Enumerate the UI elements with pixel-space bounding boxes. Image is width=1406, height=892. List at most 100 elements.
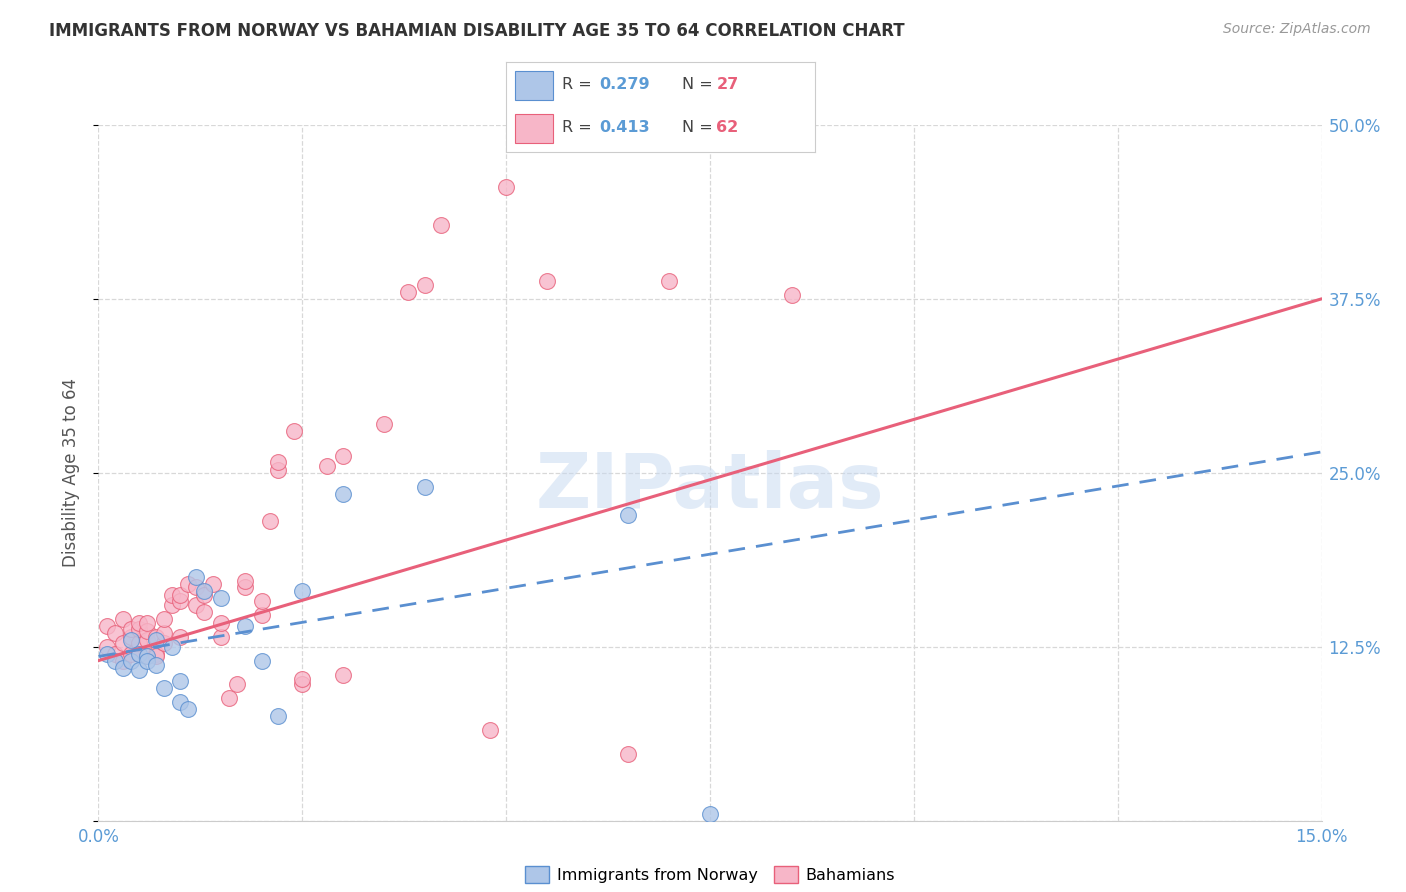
Point (478, 723, 501, 738)
Point (780, 287, 803, 301)
Point (233, 619, 256, 633)
Point (617, 508, 640, 522)
Text: 62: 62 (717, 120, 738, 135)
Point (136, 615, 159, 630)
Point (169, 588, 191, 602)
Text: 27: 27 (717, 78, 738, 92)
Point (145, 632, 167, 647)
Point (193, 605, 215, 619)
Text: R =: R = (562, 120, 596, 135)
Point (120, 630, 142, 644)
Point (120, 654, 142, 668)
Point (104, 625, 127, 640)
Point (177, 702, 200, 716)
Point (226, 677, 249, 691)
Point (128, 647, 150, 661)
Point (96, 640, 118, 654)
Point (136, 649, 159, 664)
Point (104, 647, 127, 661)
Point (291, 677, 314, 691)
Point (209, 591, 232, 605)
Point (267, 463, 290, 477)
Point (186, 580, 208, 594)
Point (169, 674, 191, 689)
Text: Source: ZipAtlas.com: Source: ZipAtlas.com (1223, 22, 1371, 37)
Point (169, 695, 191, 709)
FancyBboxPatch shape (516, 114, 553, 143)
Point (111, 660, 134, 674)
Point (152, 635, 174, 649)
Point (430, 218, 453, 232)
FancyBboxPatch shape (516, 71, 553, 100)
Point (617, 747, 640, 761)
Point (111, 654, 134, 668)
Point (177, 577, 200, 591)
Point (136, 654, 159, 668)
Point (495, 180, 517, 194)
Point (96, 647, 118, 661)
Point (128, 615, 150, 630)
Text: ZIPatlas: ZIPatlas (536, 450, 884, 524)
Point (283, 424, 305, 438)
Point (209, 630, 232, 644)
Point (373, 417, 395, 431)
Point (201, 577, 224, 591)
Point (186, 570, 208, 584)
Point (193, 584, 215, 599)
Point (332, 449, 354, 463)
Point (250, 607, 273, 622)
Point (145, 649, 167, 664)
Point (250, 654, 273, 668)
Point (136, 649, 159, 664)
Point (291, 672, 314, 686)
Point (120, 632, 142, 647)
Point (160, 640, 183, 654)
Point (186, 598, 208, 612)
Point (699, 806, 721, 821)
Y-axis label: Disability Age 35 to 64: Disability Age 35 to 64 (62, 378, 80, 567)
Text: N =: N = (682, 78, 718, 92)
Point (536, 274, 558, 288)
Point (396, 285, 419, 299)
Point (332, 486, 354, 500)
Point (209, 615, 232, 630)
Point (291, 584, 314, 599)
Point (128, 622, 150, 636)
Point (145, 647, 167, 661)
Point (128, 664, 150, 678)
Text: IMMIGRANTS FROM NORWAY VS BAHAMIAN DISABILITY AGE 35 TO 64 CORRELATION CHART: IMMIGRANTS FROM NORWAY VS BAHAMIAN DISAB… (49, 22, 905, 40)
Legend: Immigrants from Norway, Bahamians: Immigrants from Norway, Bahamians (519, 860, 901, 889)
Point (267, 455, 290, 469)
Text: R =: R = (562, 78, 596, 92)
Point (658, 274, 681, 288)
Point (111, 635, 134, 649)
Point (120, 647, 142, 661)
Point (120, 622, 142, 636)
Text: N =: N = (682, 120, 718, 135)
Point (218, 691, 240, 706)
Point (152, 681, 174, 696)
Point (169, 594, 191, 608)
Point (104, 654, 127, 668)
Point (160, 598, 183, 612)
Point (128, 635, 150, 649)
Point (413, 277, 436, 292)
Point (136, 624, 159, 639)
Point (315, 458, 337, 473)
Point (267, 709, 290, 723)
Point (332, 667, 354, 681)
Point (152, 625, 174, 640)
Point (111, 612, 134, 626)
Point (193, 588, 215, 602)
Point (145, 630, 167, 644)
Point (152, 612, 174, 626)
Point (160, 588, 183, 602)
Point (128, 647, 150, 661)
Text: 0.279: 0.279 (599, 78, 650, 92)
Point (413, 480, 436, 494)
Point (233, 580, 256, 594)
Point (233, 574, 256, 589)
Point (136, 632, 159, 647)
Point (259, 515, 281, 529)
Point (145, 657, 167, 672)
